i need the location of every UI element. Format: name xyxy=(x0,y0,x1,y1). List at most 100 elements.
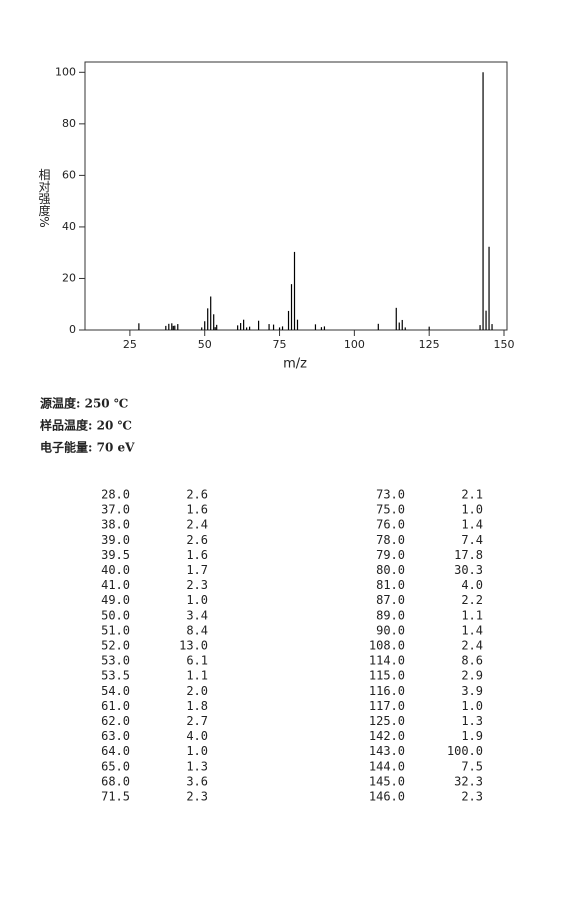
table-mz: 115.0 xyxy=(369,669,405,683)
table-mz: 108.0 xyxy=(369,639,405,653)
table-mz: 61.0 xyxy=(101,699,130,713)
table-mz: 53.0 xyxy=(101,654,130,668)
condition: 样品温度: 20 ℃ xyxy=(40,418,132,433)
table-mz: 41.0 xyxy=(101,578,130,592)
table-mz: 76.0 xyxy=(376,518,405,532)
table-mz: 79.0 xyxy=(376,548,405,562)
table-intensity: 32.3 xyxy=(454,774,483,788)
table-intensity: 1.4 xyxy=(461,623,483,637)
x-tick-label: 125 xyxy=(419,338,440,351)
table-intensity: 3.4 xyxy=(186,608,208,622)
table-intensity: 4.0 xyxy=(461,578,483,592)
table-intensity: 2.2 xyxy=(461,593,483,607)
table-intensity: 2.1 xyxy=(461,488,483,502)
table-mz: 71.5 xyxy=(101,790,130,804)
y-tick-label: 0 xyxy=(69,323,76,336)
table-intensity: 2.4 xyxy=(461,639,483,653)
table-mz: 114.0 xyxy=(369,654,405,668)
table-mz: 81.0 xyxy=(376,578,405,592)
table-intensity: 1.8 xyxy=(186,699,208,713)
table-mz: 53.5 xyxy=(101,669,130,683)
y-axis-label: 相对强度% xyxy=(37,168,51,228)
table-mz: 51.0 xyxy=(101,623,130,637)
table-mz: 145.0 xyxy=(369,774,405,788)
table-intensity: 1.7 xyxy=(186,563,208,577)
table-mz: 40.0 xyxy=(101,563,130,577)
table-intensity: 1.0 xyxy=(186,744,208,758)
table-intensity: 13.0 xyxy=(179,639,208,653)
table-mz: 50.0 xyxy=(101,608,130,622)
table-intensity: 1.3 xyxy=(461,714,483,728)
table-mz: 125.0 xyxy=(369,714,405,728)
table-mz: 90.0 xyxy=(376,623,405,637)
y-tick-label: 80 xyxy=(62,117,76,130)
x-tick-label: 100 xyxy=(344,338,365,351)
table-mz: 52.0 xyxy=(101,639,130,653)
x-axis-label: m/z xyxy=(283,357,307,372)
table-intensity: 1.3 xyxy=(186,759,208,773)
table-intensity: 2.6 xyxy=(186,488,208,502)
table-intensity: 2.3 xyxy=(186,578,208,592)
table-mz: 39.0 xyxy=(101,533,130,547)
table-mz: 63.0 xyxy=(101,729,130,743)
table-intensity: 7.4 xyxy=(461,533,483,547)
table-intensity: 2.3 xyxy=(461,790,483,804)
table-intensity: 8.4 xyxy=(186,623,208,637)
table-intensity: 2.7 xyxy=(186,714,208,728)
table-mz: 64.0 xyxy=(101,744,130,758)
table-mz: 28.0 xyxy=(101,488,130,502)
table-intensity: 2.9 xyxy=(461,669,483,683)
table-intensity: 1.4 xyxy=(461,518,483,532)
table-mz: 117.0 xyxy=(369,699,405,713)
table-mz: 37.0 xyxy=(101,503,130,517)
table-intensity: 1.1 xyxy=(186,669,208,683)
plot-frame xyxy=(84,61,508,331)
table-mz: 49.0 xyxy=(101,593,130,607)
y-tick-label: 60 xyxy=(62,168,76,181)
x-tick-label: 150 xyxy=(494,338,515,351)
table-intensity: 2.6 xyxy=(186,533,208,547)
table-intensity: 8.6 xyxy=(461,654,483,668)
table-mz: 73.0 xyxy=(376,488,405,502)
table-mz: 75.0 xyxy=(376,503,405,517)
y-tick-label: 20 xyxy=(62,271,76,284)
x-tick-label: 25 xyxy=(123,338,137,351)
table-intensity: 3.9 xyxy=(461,684,483,698)
table-intensity: 7.5 xyxy=(461,759,483,773)
table-mz: 142.0 xyxy=(369,729,405,743)
table-mz: 116.0 xyxy=(369,684,405,698)
table-intensity: 2.0 xyxy=(186,684,208,698)
table-intensity: 1.1 xyxy=(461,608,483,622)
x-tick-label: 50 xyxy=(198,338,212,351)
table-intensity: 1.0 xyxy=(461,503,483,517)
table-intensity: 100.0 xyxy=(447,744,483,758)
table-mz: 80.0 xyxy=(376,563,405,577)
table-mz: 65.0 xyxy=(101,759,130,773)
table-mz: 87.0 xyxy=(376,593,405,607)
y-tick-label: 40 xyxy=(62,220,76,233)
table-intensity: 6.1 xyxy=(186,654,208,668)
table-intensity: 1.6 xyxy=(186,548,208,562)
x-tick-label: 75 xyxy=(273,338,287,351)
table-mz: 38.0 xyxy=(101,518,130,532)
table-mz: 89.0 xyxy=(376,608,405,622)
table-mz: 143.0 xyxy=(369,744,405,758)
y-tick-label: 100 xyxy=(55,65,76,78)
table-intensity: 1.0 xyxy=(461,699,483,713)
table-intensity: 2.3 xyxy=(186,790,208,804)
condition: 电子能量: 70 eV xyxy=(40,440,135,455)
table-mz: 54.0 xyxy=(101,684,130,698)
table-intensity: 1.0 xyxy=(186,593,208,607)
table-mz: 78.0 xyxy=(376,533,405,547)
table-intensity: 4.0 xyxy=(186,729,208,743)
table-mz: 146.0 xyxy=(369,790,405,804)
table-mz: 68.0 xyxy=(101,774,130,788)
table-intensity: 3.6 xyxy=(186,774,208,788)
table-intensity: 1.6 xyxy=(186,503,208,517)
table-mz: 39.5 xyxy=(101,548,130,562)
table-intensity: 17.8 xyxy=(454,548,483,562)
table-intensity: 1.9 xyxy=(461,729,483,743)
table-intensity: 30.3 xyxy=(454,563,483,577)
table-intensity: 2.4 xyxy=(186,518,208,532)
